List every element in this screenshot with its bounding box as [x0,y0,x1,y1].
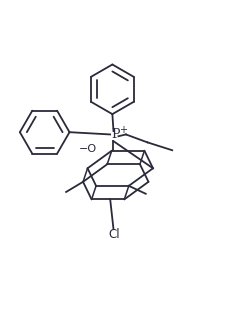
Text: Cl: Cl [109,228,121,241]
Text: −O: −O [79,144,97,154]
Text: +: + [119,125,127,135]
Text: P: P [111,128,120,141]
